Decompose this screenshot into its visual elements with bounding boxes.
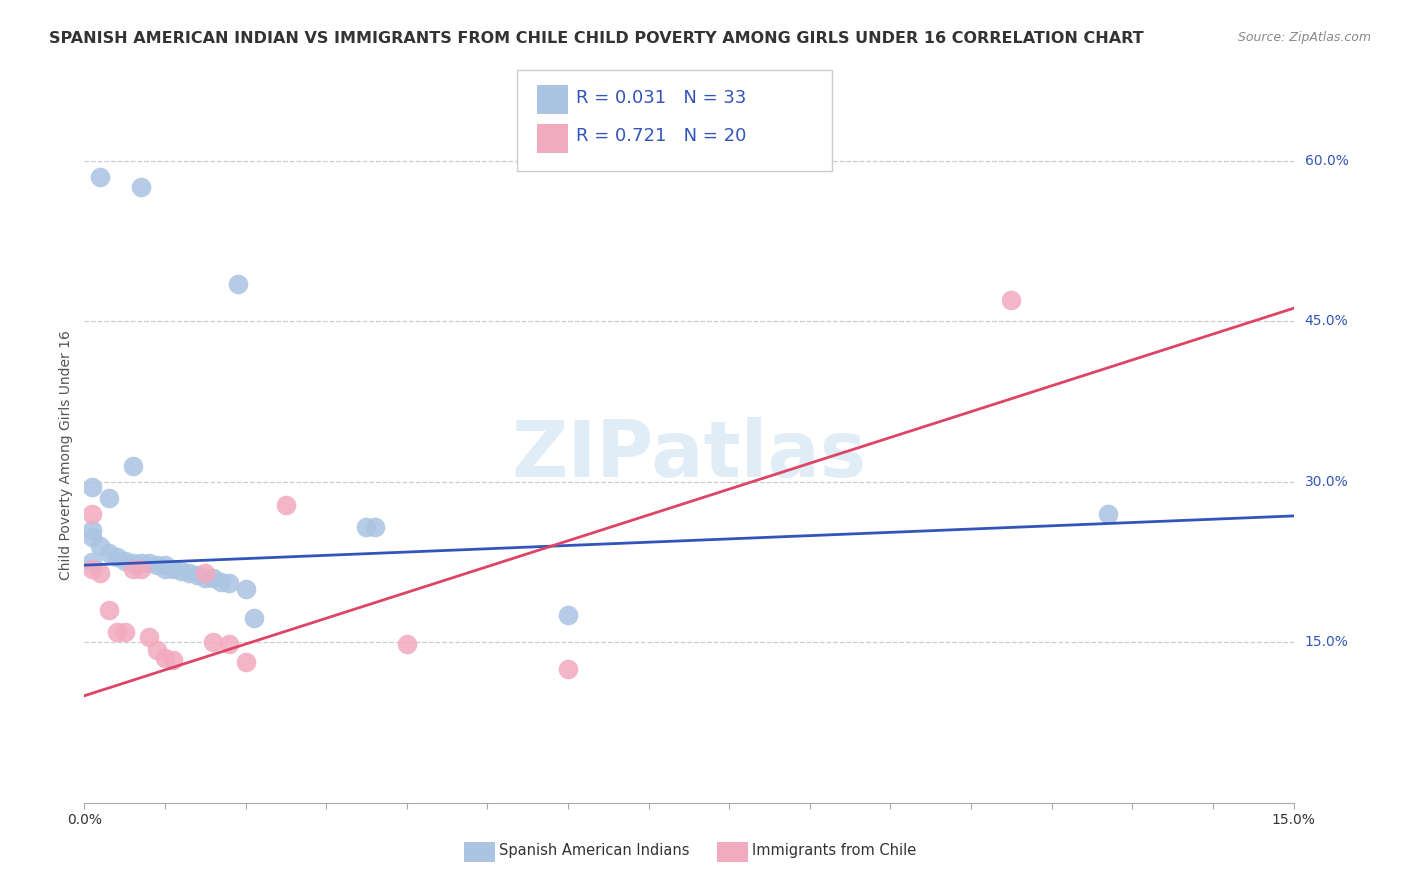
Point <box>114 624 136 639</box>
Point <box>218 576 240 591</box>
Point <box>395 637 418 651</box>
Point <box>209 575 232 590</box>
Point <box>153 558 176 573</box>
Point <box>202 571 225 585</box>
Point <box>138 556 160 570</box>
Point <box>363 519 385 533</box>
Point <box>114 554 136 568</box>
Text: R = 0.721   N = 20: R = 0.721 N = 20 <box>576 128 747 145</box>
Point <box>194 566 217 580</box>
Point <box>1000 293 1022 307</box>
Point <box>162 562 184 576</box>
Point <box>202 635 225 649</box>
Point <box>82 523 104 537</box>
Point <box>274 498 297 512</box>
Point <box>557 662 579 676</box>
Point <box>105 624 128 639</box>
Text: 15.0%: 15.0% <box>1305 635 1348 649</box>
Point <box>186 567 208 582</box>
Point <box>82 562 104 576</box>
Point <box>153 651 176 665</box>
Point <box>179 566 201 580</box>
Point <box>242 610 264 624</box>
Point <box>105 549 128 564</box>
Y-axis label: Child Poverty Among Girls Under 16: Child Poverty Among Girls Under 16 <box>59 330 73 580</box>
Point <box>138 630 160 644</box>
Point <box>97 491 120 505</box>
Point <box>235 655 257 669</box>
Point <box>146 558 169 573</box>
Point <box>356 519 378 533</box>
Point <box>218 637 240 651</box>
Text: ZIPatlas: ZIPatlas <box>512 417 866 493</box>
Point <box>129 556 152 570</box>
Point <box>557 608 579 623</box>
Point <box>121 458 143 473</box>
Point <box>89 539 111 553</box>
Point <box>89 169 111 184</box>
Text: Source: ZipAtlas.com: Source: ZipAtlas.com <box>1237 31 1371 45</box>
Point <box>97 603 120 617</box>
Text: 30.0%: 30.0% <box>1305 475 1348 489</box>
Point <box>82 507 104 521</box>
Text: 60.0%: 60.0% <box>1305 153 1348 168</box>
Text: R = 0.031   N = 33: R = 0.031 N = 33 <box>576 89 747 107</box>
Point <box>89 566 111 580</box>
Point <box>121 556 143 570</box>
Point <box>235 582 257 596</box>
Point <box>162 653 184 667</box>
Point <box>129 180 152 194</box>
Point <box>226 277 249 291</box>
Point <box>153 562 176 576</box>
Text: SPANISH AMERICAN INDIAN VS IMMIGRANTS FROM CHILE CHILD POVERTY AMONG GIRLS UNDER: SPANISH AMERICAN INDIAN VS IMMIGRANTS FR… <box>49 31 1144 46</box>
Point <box>97 546 120 560</box>
Point <box>121 562 143 576</box>
Text: Spanish American Indians: Spanish American Indians <box>499 844 689 858</box>
Text: 45.0%: 45.0% <box>1305 314 1348 328</box>
Point <box>194 571 217 585</box>
Point <box>82 480 104 494</box>
Point <box>170 564 193 578</box>
Point <box>1097 507 1119 521</box>
Point <box>146 642 169 657</box>
Point <box>82 530 104 544</box>
Point <box>82 555 104 569</box>
Point <box>129 562 152 576</box>
Text: Immigrants from Chile: Immigrants from Chile <box>752 844 917 858</box>
